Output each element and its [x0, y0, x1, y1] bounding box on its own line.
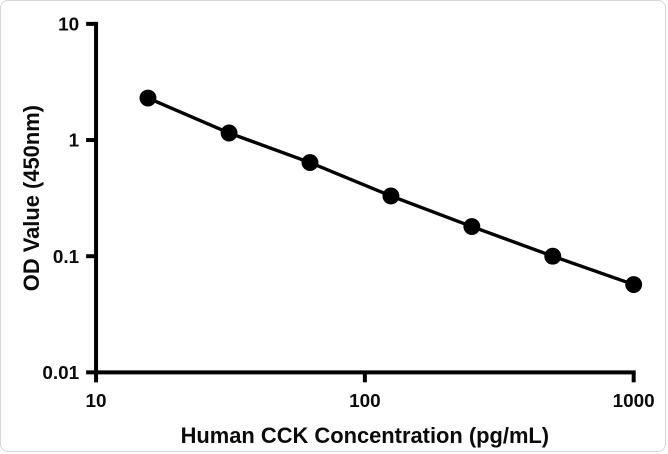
data-point-marker [382, 187, 400, 205]
data-point-marker [544, 247, 562, 265]
data-point-marker [625, 276, 643, 294]
y-tick-label: 10 [58, 15, 79, 36]
x-tick-label: 10 [86, 391, 107, 412]
y-tick-label: 0.01 [42, 363, 79, 384]
data-point-marker [220, 124, 238, 142]
data-point-marker [463, 218, 481, 236]
x-tick-label: 100 [349, 391, 381, 412]
y-tick-label: 0.1 [53, 247, 79, 268]
data-point-marker [301, 154, 319, 172]
x-tick-label: 1000 [613, 391, 655, 412]
x-axis-title: Human CCK Concentration (pg/mL) [181, 423, 549, 448]
y-tick-label: 1 [69, 131, 80, 152]
data-point-marker [139, 89, 157, 107]
y-axis-title: OD Value (450nm) [19, 105, 44, 291]
